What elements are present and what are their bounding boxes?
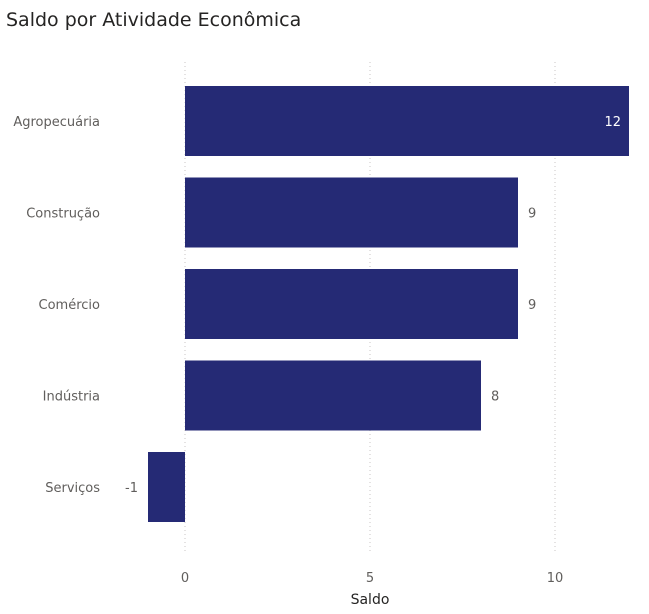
- category-label-agropecuaria: Agropecuária: [13, 115, 100, 130]
- bar-servicos: [148, 452, 185, 522]
- category-label-comercio: Comércio: [39, 298, 101, 313]
- category-label-servicos: Serviços: [45, 481, 100, 496]
- bar-construcao: [185, 177, 518, 248]
- bar-agropecuaria: [185, 86, 629, 156]
- category-label-industria: Indústria: [43, 390, 100, 405]
- data-label-servicos: -1: [125, 481, 138, 496]
- x-tick-label-10: 10: [547, 571, 564, 586]
- x-tick-label-5: 5: [366, 571, 374, 586]
- chart-title: Saldo por Atividade Econômica: [6, 9, 302, 31]
- bar-comercio: [185, 269, 518, 339]
- data-label-construcao: 9: [528, 207, 536, 222]
- data-label-industria: 8: [491, 390, 499, 405]
- x-tick-label-0: 0: [181, 571, 189, 586]
- data-label-agropecuaria: 12: [604, 115, 621, 130]
- category-label-construcao: Construção: [26, 207, 100, 222]
- data-label-comercio: 9: [528, 298, 536, 313]
- x-axis-title: Saldo: [351, 592, 390, 608]
- bar-industria: [185, 360, 481, 431]
